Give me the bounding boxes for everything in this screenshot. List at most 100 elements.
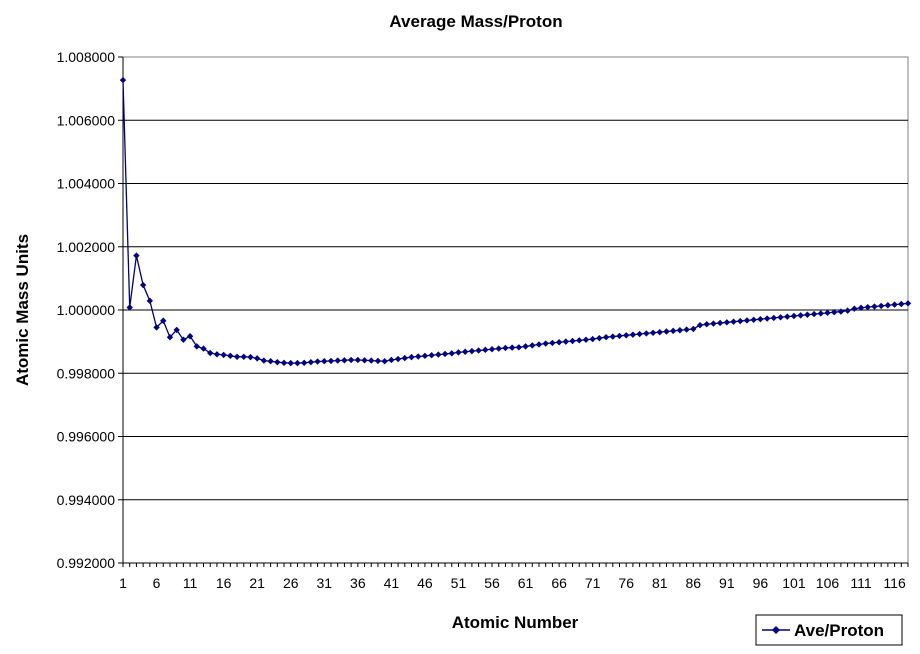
data-point — [227, 352, 234, 360]
data-point — [361, 357, 368, 364]
x-tick-label: 16 — [216, 575, 232, 591]
data-point — [864, 303, 871, 311]
x-tick-label: 51 — [451, 575, 467, 591]
data-point — [529, 342, 536, 349]
data-point — [596, 334, 603, 342]
data-point — [804, 311, 811, 318]
plot-area: 1.008000 1.006000 1.004000 1.002000 1.000000… — [57, 49, 912, 591]
data-point — [153, 324, 160, 331]
x-tick-label: 96 — [753, 575, 769, 591]
data-point — [643, 330, 650, 337]
data-point — [757, 315, 764, 323]
data-point — [186, 333, 194, 340]
data-point — [267, 358, 274, 365]
data-point — [710, 320, 717, 327]
data-point — [495, 345, 502, 352]
data-point — [857, 304, 865, 311]
y-axis: 1.008000 1.006000 1.004000 1.002000 1.000000… — [57, 49, 124, 571]
x-tick-label: 101 — [782, 575, 806, 591]
data-point — [770, 314, 778, 322]
data-point — [669, 327, 677, 335]
data-point — [394, 355, 402, 363]
y-tick-label: 1.000000 — [57, 302, 116, 318]
data-point — [898, 300, 905, 308]
x-tick-label: 111 — [850, 575, 871, 591]
data-point — [502, 344, 509, 352]
data-point — [314, 358, 321, 365]
data-point — [515, 344, 523, 351]
data-point — [555, 339, 563, 346]
data-point — [683, 326, 690, 333]
legend: Ave/Proton — [755, 614, 903, 646]
data-point — [321, 358, 328, 365]
data-point — [347, 356, 355, 364]
data-point — [468, 347, 476, 355]
x-tick-label: 6 — [153, 575, 161, 591]
data-point — [421, 352, 429, 360]
x-axis: 1 6 11 16 21 26 31 36 41 46 51 56 61 66 71 76 81 86 91 96 10… — [119, 562, 909, 591]
data-point — [844, 307, 851, 314]
data-point — [475, 347, 482, 354]
data-point — [602, 333, 610, 341]
x-axis-title: Atomic Number — [452, 613, 579, 632]
data-point — [213, 351, 221, 358]
data-point — [522, 343, 529, 350]
data-point — [166, 333, 174, 341]
data-point — [851, 305, 858, 312]
data-point — [334, 357, 341, 364]
data-point — [542, 340, 549, 347]
data-point — [743, 317, 751, 324]
data-point — [737, 317, 744, 325]
data-point — [415, 353, 422, 360]
data-point — [455, 349, 462, 356]
data-point — [656, 328, 663, 336]
x-tick-label: 91 — [719, 575, 735, 591]
data-point — [126, 304, 133, 311]
data-point — [824, 309, 831, 317]
data-point — [354, 356, 362, 364]
x-tick-label: 46 — [417, 575, 433, 591]
data-point — [797, 312, 804, 319]
data-point — [830, 309, 838, 316]
data-point — [582, 336, 590, 343]
data-point — [233, 353, 241, 361]
data-point — [649, 329, 657, 336]
x-tick-label: 76 — [618, 575, 634, 591]
data-point — [173, 326, 180, 334]
x-tick-label: 11 — [183, 575, 198, 591]
data-point — [247, 353, 254, 361]
legend-marker-diamond — [772, 626, 780, 634]
data-point — [576, 337, 583, 344]
data-point — [690, 325, 697, 333]
x-tick-label: 116 — [883, 575, 906, 591]
data-point — [784, 313, 791, 320]
x-tick-label: 21 — [249, 575, 265, 591]
data-point — [616, 332, 623, 340]
data-point — [408, 353, 415, 361]
data-point — [676, 327, 684, 334]
data-point — [884, 302, 892, 309]
data-point — [435, 351, 442, 358]
data-point — [763, 315, 771, 322]
data-point — [280, 359, 288, 367]
y-tick-label: 0.998000 — [57, 365, 116, 381]
data-point — [461, 348, 469, 355]
data-point — [562, 338, 570, 345]
y-tick-label: 1.006000 — [57, 112, 116, 128]
x-tick-label: 26 — [283, 575, 299, 591]
data-point — [381, 358, 388, 365]
data-point — [139, 281, 147, 289]
data-point — [636, 330, 643, 338]
data-point — [200, 345, 207, 352]
y-tick-label: 0.996000 — [57, 429, 116, 445]
data-point — [623, 332, 630, 339]
x-tick-label: 56 — [484, 575, 500, 591]
data-point — [817, 310, 824, 317]
data-point — [703, 321, 710, 328]
data-point — [589, 335, 596, 343]
data-point — [388, 356, 395, 364]
data-point — [723, 319, 731, 326]
data-point — [663, 328, 670, 335]
data-point — [193, 343, 201, 350]
